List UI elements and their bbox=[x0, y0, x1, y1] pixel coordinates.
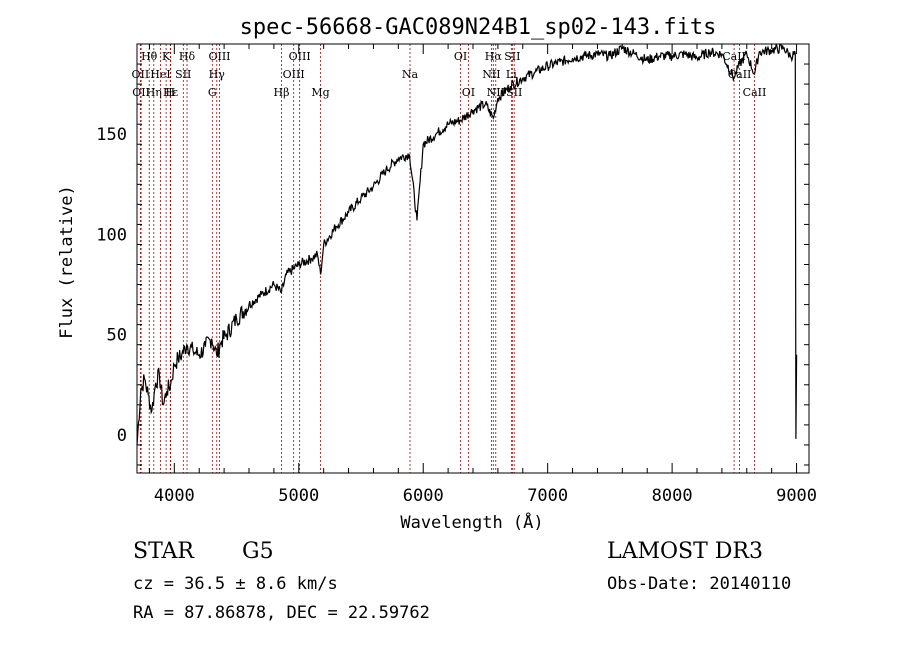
spectral-line-label: Hγ bbox=[209, 68, 226, 81]
x-axis-ticks: 4000 5000 6000 7000 8000 9000 bbox=[148, 44, 817, 506]
y-tick-label: 0 bbox=[117, 426, 127, 446]
spectral-line-label: OIII bbox=[283, 68, 305, 81]
spectral-line-label: OIII bbox=[208, 50, 230, 63]
y-axis-ticks: 0 50 100 150 bbox=[96, 63, 809, 466]
x-axis-label: Wavelength (Å) bbox=[400, 511, 543, 533]
plot-frame bbox=[136, 43, 810, 474]
spectral-line-label: NII bbox=[487, 86, 505, 99]
spectral-line-label: Mg bbox=[311, 86, 329, 99]
spectral-line-label: SII bbox=[175, 68, 191, 81]
observation-date: Obs-Date: 20140110 bbox=[607, 574, 792, 594]
spectral-line-label: Hα bbox=[485, 50, 503, 63]
x-tick-label: 7000 bbox=[527, 486, 568, 506]
x-tick-label: 5000 bbox=[278, 486, 319, 506]
y-tick-label: 50 bbox=[107, 326, 127, 346]
object-class: STAR bbox=[133, 539, 194, 564]
spectral-line-label: G bbox=[208, 86, 217, 99]
spectral-line-label: OII bbox=[132, 68, 150, 81]
spectral-line-label: Hε bbox=[163, 86, 179, 99]
chart-title: spec-56668-GAC089N24B1_sp02-143.fits bbox=[240, 15, 717, 40]
spectral-line-label: OI bbox=[454, 50, 467, 63]
spectral-line-label: NII bbox=[482, 68, 500, 81]
x-tick-label: 9000 bbox=[776, 486, 817, 506]
spectral-line-label: Hη bbox=[146, 86, 162, 99]
spectral-line-label: K bbox=[162, 50, 171, 63]
spectral-line-label: OI bbox=[462, 86, 475, 99]
survey-name: LAMOST DR3 bbox=[607, 539, 763, 564]
redshift-cz: cz = 36.5 ± 8.6 km/s bbox=[133, 574, 338, 594]
flux-series-line bbox=[136, 43, 798, 445]
spectral-line-label: HeI bbox=[150, 68, 170, 81]
object-subclass: G5 bbox=[242, 539, 274, 564]
spectral-line-label: H bbox=[166, 86, 176, 99]
spectral-line-label: Na bbox=[402, 68, 419, 81]
spectral-line-label: Hβ bbox=[274, 86, 290, 99]
y-tick-label: 150 bbox=[96, 125, 127, 145]
y-axis-label: Flux (relative) bbox=[57, 185, 77, 339]
spectral-line-label: OIII bbox=[289, 50, 311, 63]
spectral-line-label: Hδ bbox=[179, 50, 196, 63]
spectral-line-label: Li bbox=[506, 68, 517, 81]
x-tick-label: 8000 bbox=[652, 486, 693, 506]
spectral-line-markers bbox=[139, 44, 755, 473]
spectral-line-label: CaII bbox=[743, 86, 767, 99]
sky-coordinates: RA = 87.86878, DEC = 22.59762 bbox=[133, 603, 430, 623]
spectral-line-label: Hθ bbox=[141, 50, 158, 63]
x-tick-label: 4000 bbox=[154, 486, 195, 506]
spectral-line-label: SII bbox=[504, 50, 520, 63]
x-tick-label: 6000 bbox=[403, 486, 444, 506]
y-tick-label: 100 bbox=[96, 225, 127, 245]
